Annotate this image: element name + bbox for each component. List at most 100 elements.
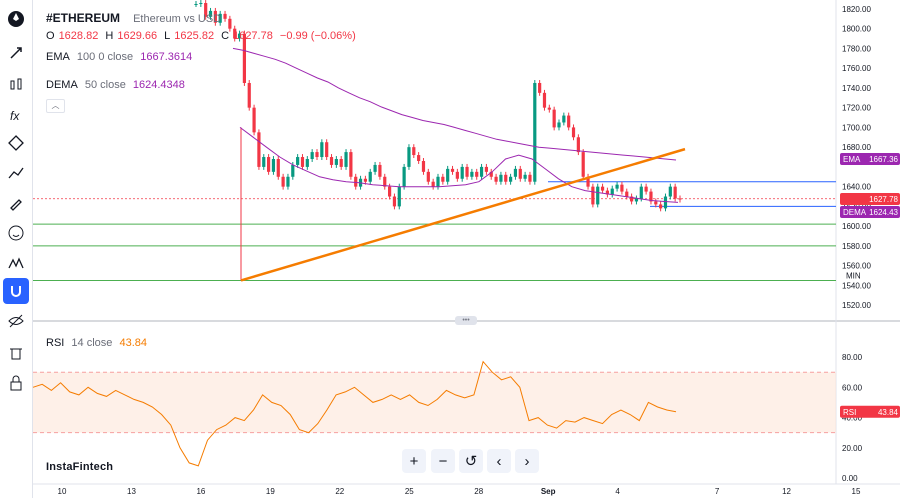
shapes-tool[interactable] [3, 130, 29, 156]
candle-body[interactable] [450, 168, 455, 172]
candle-body[interactable] [489, 171, 493, 177]
candle-body[interactable] [388, 186, 392, 197]
candle-body[interactable] [446, 168, 450, 182]
candle-body[interactable] [281, 176, 285, 187]
candle-body[interactable] [513, 168, 518, 177]
candle-body[interactable] [242, 33, 246, 83]
candle-body[interactable] [344, 152, 348, 167]
candle-body[interactable] [363, 178, 367, 182]
candle-body[interactable] [591, 186, 595, 205]
candle-body[interactable] [199, 3, 203, 5]
scroll-right-button[interactable]: › [515, 449, 539, 473]
candle-body[interactable] [663, 196, 668, 209]
candle-body[interactable] [465, 166, 469, 177]
collapse-legend-button[interactable]: ︿ [46, 99, 65, 113]
candle-body[interactable] [383, 176, 387, 187]
delete-tool[interactable] [3, 340, 29, 366]
candle-body[interactable] [257, 132, 261, 167]
crosshair-tool[interactable] [3, 40, 29, 66]
trend-line[interactable] [240, 147, 686, 282]
scroll-left-button[interactable]: ‹ [487, 449, 511, 473]
candle-body[interactable] [310, 152, 314, 160]
candle-body[interactable] [586, 176, 590, 187]
candle-body[interactable] [407, 147, 411, 167]
candle-body[interactable] [349, 152, 353, 177]
candle-body[interactable] [354, 176, 358, 187]
candle-body[interactable] [654, 201, 658, 205]
rsi-line[interactable] [32, 360, 677, 467]
candle-body[interactable] [678, 198, 682, 200]
candles-tool[interactable] [3, 72, 29, 98]
candle-body[interactable] [441, 176, 445, 182]
candle-body[interactable] [325, 142, 329, 158]
candle-body[interactable] [397, 186, 401, 207]
candle-body[interactable] [286, 176, 290, 187]
candle-body[interactable] [417, 155, 421, 161]
candle-body[interactable] [470, 171, 474, 177]
pattern-tool[interactable] [3, 160, 29, 186]
emoji-tool[interactable] [3, 220, 29, 246]
candle-body[interactable] [329, 157, 334, 165]
candle-body[interactable] [552, 109, 556, 128]
candle-body[interactable] [267, 157, 271, 172]
ema-line[interactable] [232, 47, 677, 161]
candle-body[interactable] [213, 10, 217, 23]
candle-body[interactable] [557, 122, 561, 128]
candle-body[interactable] [649, 191, 653, 202]
candle-body[interactable] [542, 92, 547, 108]
ema-legend[interactable]: EMA 100 0 close 1667.3614 [46, 51, 196, 63]
candle-body[interactable] [528, 174, 532, 182]
candle-body[interactable] [315, 152, 319, 158]
candle-body[interactable] [305, 159, 309, 167]
candle-body[interactable] [431, 181, 435, 187]
candle-body[interactable] [576, 137, 580, 153]
candle-body[interactable] [412, 147, 416, 156]
zoom-in-button[interactable]: + [402, 449, 426, 473]
dema-legend[interactable]: DEMA 50 close 1624.4348 [46, 79, 189, 91]
candle-body[interactable] [262, 157, 266, 167]
zoom-out-button[interactable]: − [431, 449, 455, 473]
candle-body[interactable] [320, 142, 324, 158]
candle-body[interactable] [634, 198, 639, 202]
candle-body[interactable] [668, 186, 672, 197]
candle-body[interactable] [523, 174, 527, 179]
candle-body[interactable] [300, 157, 305, 167]
dema-price-tag[interactable]: DEMA 1624.43 [840, 206, 900, 218]
rsi-legend[interactable]: RSI 14 close 43.84 [46, 337, 151, 349]
candle-body[interactable] [378, 164, 382, 177]
candle-body[interactable] [504, 174, 508, 182]
candle-body[interactable] [596, 186, 600, 205]
brush-tool[interactable] [3, 190, 29, 216]
candle-body[interactable] [610, 188, 614, 195]
candle-body[interactable] [368, 171, 372, 182]
candle-body[interactable] [639, 186, 643, 199]
candle-body[interactable] [509, 176, 513, 182]
magnet-tool[interactable] [3, 278, 29, 304]
candle-body[interactable] [296, 157, 300, 165]
candle-body[interactable] [276, 159, 280, 177]
logo-tool[interactable] [3, 6, 29, 32]
candle-body[interactable] [571, 127, 576, 138]
candle-body[interactable] [455, 171, 459, 179]
ema-price-tag[interactable]: EMA 1667.36 [840, 153, 900, 165]
candle-body[interactable] [605, 190, 609, 195]
candle-body[interactable] [421, 160, 426, 172]
candle-body[interactable] [600, 186, 605, 191]
candle-body[interactable] [518, 168, 522, 179]
candle-body[interactable] [673, 186, 677, 199]
candle-body[interactable] [562, 115, 566, 123]
candle-body[interactable] [538, 82, 542, 93]
candle-body[interactable] [291, 164, 295, 177]
candle-body[interactable] [204, 3, 208, 17]
candle-body[interactable] [630, 196, 634, 202]
symbol-name[interactable]: #ETHEREUM [46, 11, 121, 25]
candle-body[interactable] [334, 159, 338, 165]
candle-body[interactable] [237, 33, 242, 39]
candle-body[interactable] [484, 166, 488, 172]
candle-body[interactable] [228, 18, 232, 29]
candle-body[interactable] [247, 82, 251, 108]
candle-body[interactable] [271, 159, 276, 172]
candle-body[interactable] [436, 176, 440, 187]
candle-body[interactable] [233, 28, 237, 39]
